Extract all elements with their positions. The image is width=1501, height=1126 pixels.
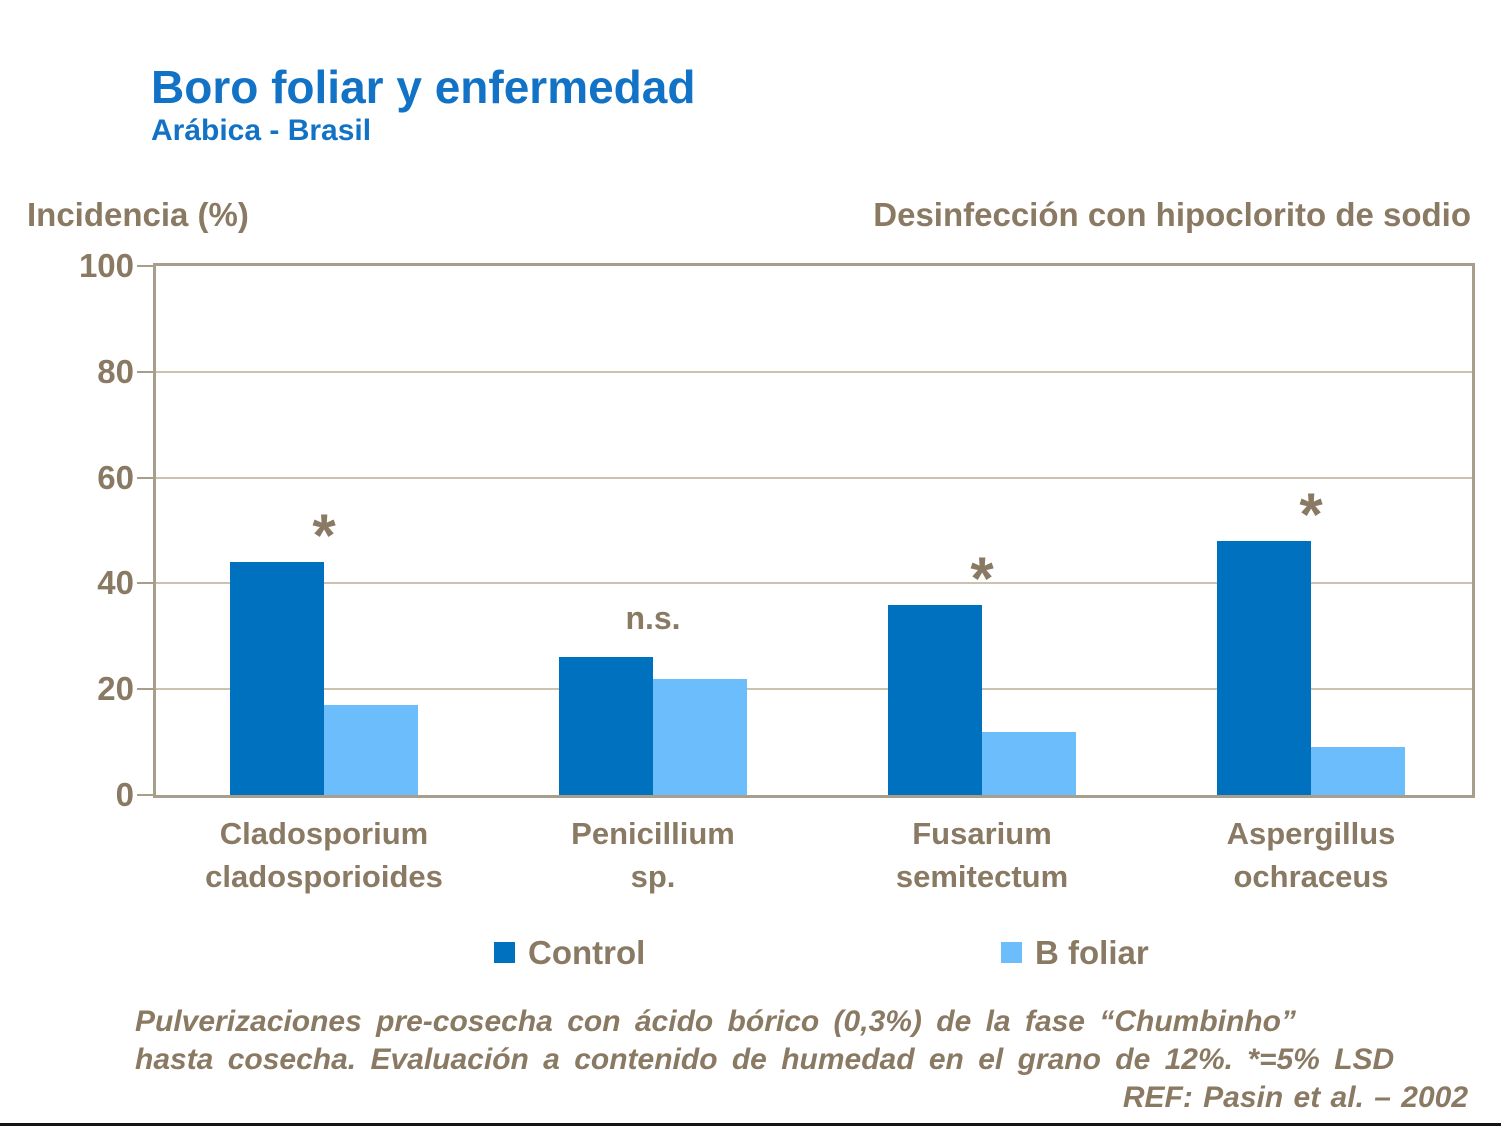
legend-item-control: Control	[494, 936, 645, 969]
x-category-label: Cladosporium cladosporioides	[205, 816, 443, 894]
y-tick-mark	[137, 794, 156, 796]
slide-subtitle: Arábica - Brasil	[151, 114, 372, 147]
bar-control	[888, 604, 982, 795]
y-tick-label: 60	[97, 458, 134, 496]
gridline	[156, 370, 1472, 373]
bar-group: *	[814, 266, 1143, 795]
y-tick-mark	[137, 370, 156, 373]
bar-bfoliar	[1311, 747, 1405, 795]
y-axis-title: Incidencia (%)	[27, 196, 249, 233]
significance-label: n.s.	[625, 600, 681, 637]
bar-control	[559, 657, 653, 795]
legend-label: B foliar	[1035, 934, 1149, 971]
significance-label: *	[312, 502, 336, 570]
y-tick-label: 40	[97, 564, 134, 602]
y-tick-mark	[137, 688, 156, 691]
bar-bfoliar	[982, 731, 1076, 795]
footer-line: Pulverizaciones pre-cosecha con ácido bó…	[135, 1005, 1296, 1038]
x-category-label: Aspergillus ochraceus	[1226, 816, 1396, 894]
y-tick-mark	[137, 265, 156, 267]
y-tick-label: 80	[97, 352, 134, 390]
bar-group: n.s.	[485, 266, 814, 795]
x-category-label: Fusarium semitectum	[895, 816, 1069, 894]
gridline	[156, 688, 1472, 691]
gridline	[156, 476, 1472, 479]
x-category-label: Penicillium sp.	[571, 816, 735, 894]
bar-bfoliar	[653, 678, 747, 795]
gridline	[156, 582, 1472, 585]
plot-area: * n.s. * *	[153, 263, 1475, 798]
legend-swatch	[1001, 942, 1022, 963]
legend-label: Control	[528, 934, 646, 971]
legend: Control B foliar	[0, 936, 1501, 976]
legend-item-b-foliar: B foliar	[1001, 936, 1149, 969]
bar-group: *	[156, 266, 485, 795]
significance-label: *	[970, 544, 994, 612]
footer-reference: REF: Pasin et al. – 2002	[1122, 1081, 1468, 1114]
y-tick-label: 100	[78, 247, 134, 284]
y-tick-mark	[137, 582, 156, 585]
bar-bfoliar	[324, 705, 418, 795]
bar-control	[1217, 541, 1311, 795]
y-tick-label: 20	[97, 670, 134, 708]
y-tick-mark	[137, 476, 156, 479]
legend-swatch	[494, 942, 515, 963]
slide-title: Boro foliar y enfermedad	[151, 61, 696, 113]
footer-note: Pulverizaciones pre-cosecha con ácido bó…	[135, 1003, 1468, 1117]
chart-note: Desinfección con hipoclorito de sodio	[873, 196, 1471, 233]
footer-line: hasta cosecha. Evaluación a contenido de…	[135, 1043, 1395, 1076]
bar-group: *	[1143, 266, 1472, 795]
significance-label: *	[1299, 481, 1323, 549]
y-tick-label: 0	[115, 776, 134, 813]
bar-control	[230, 562, 324, 795]
